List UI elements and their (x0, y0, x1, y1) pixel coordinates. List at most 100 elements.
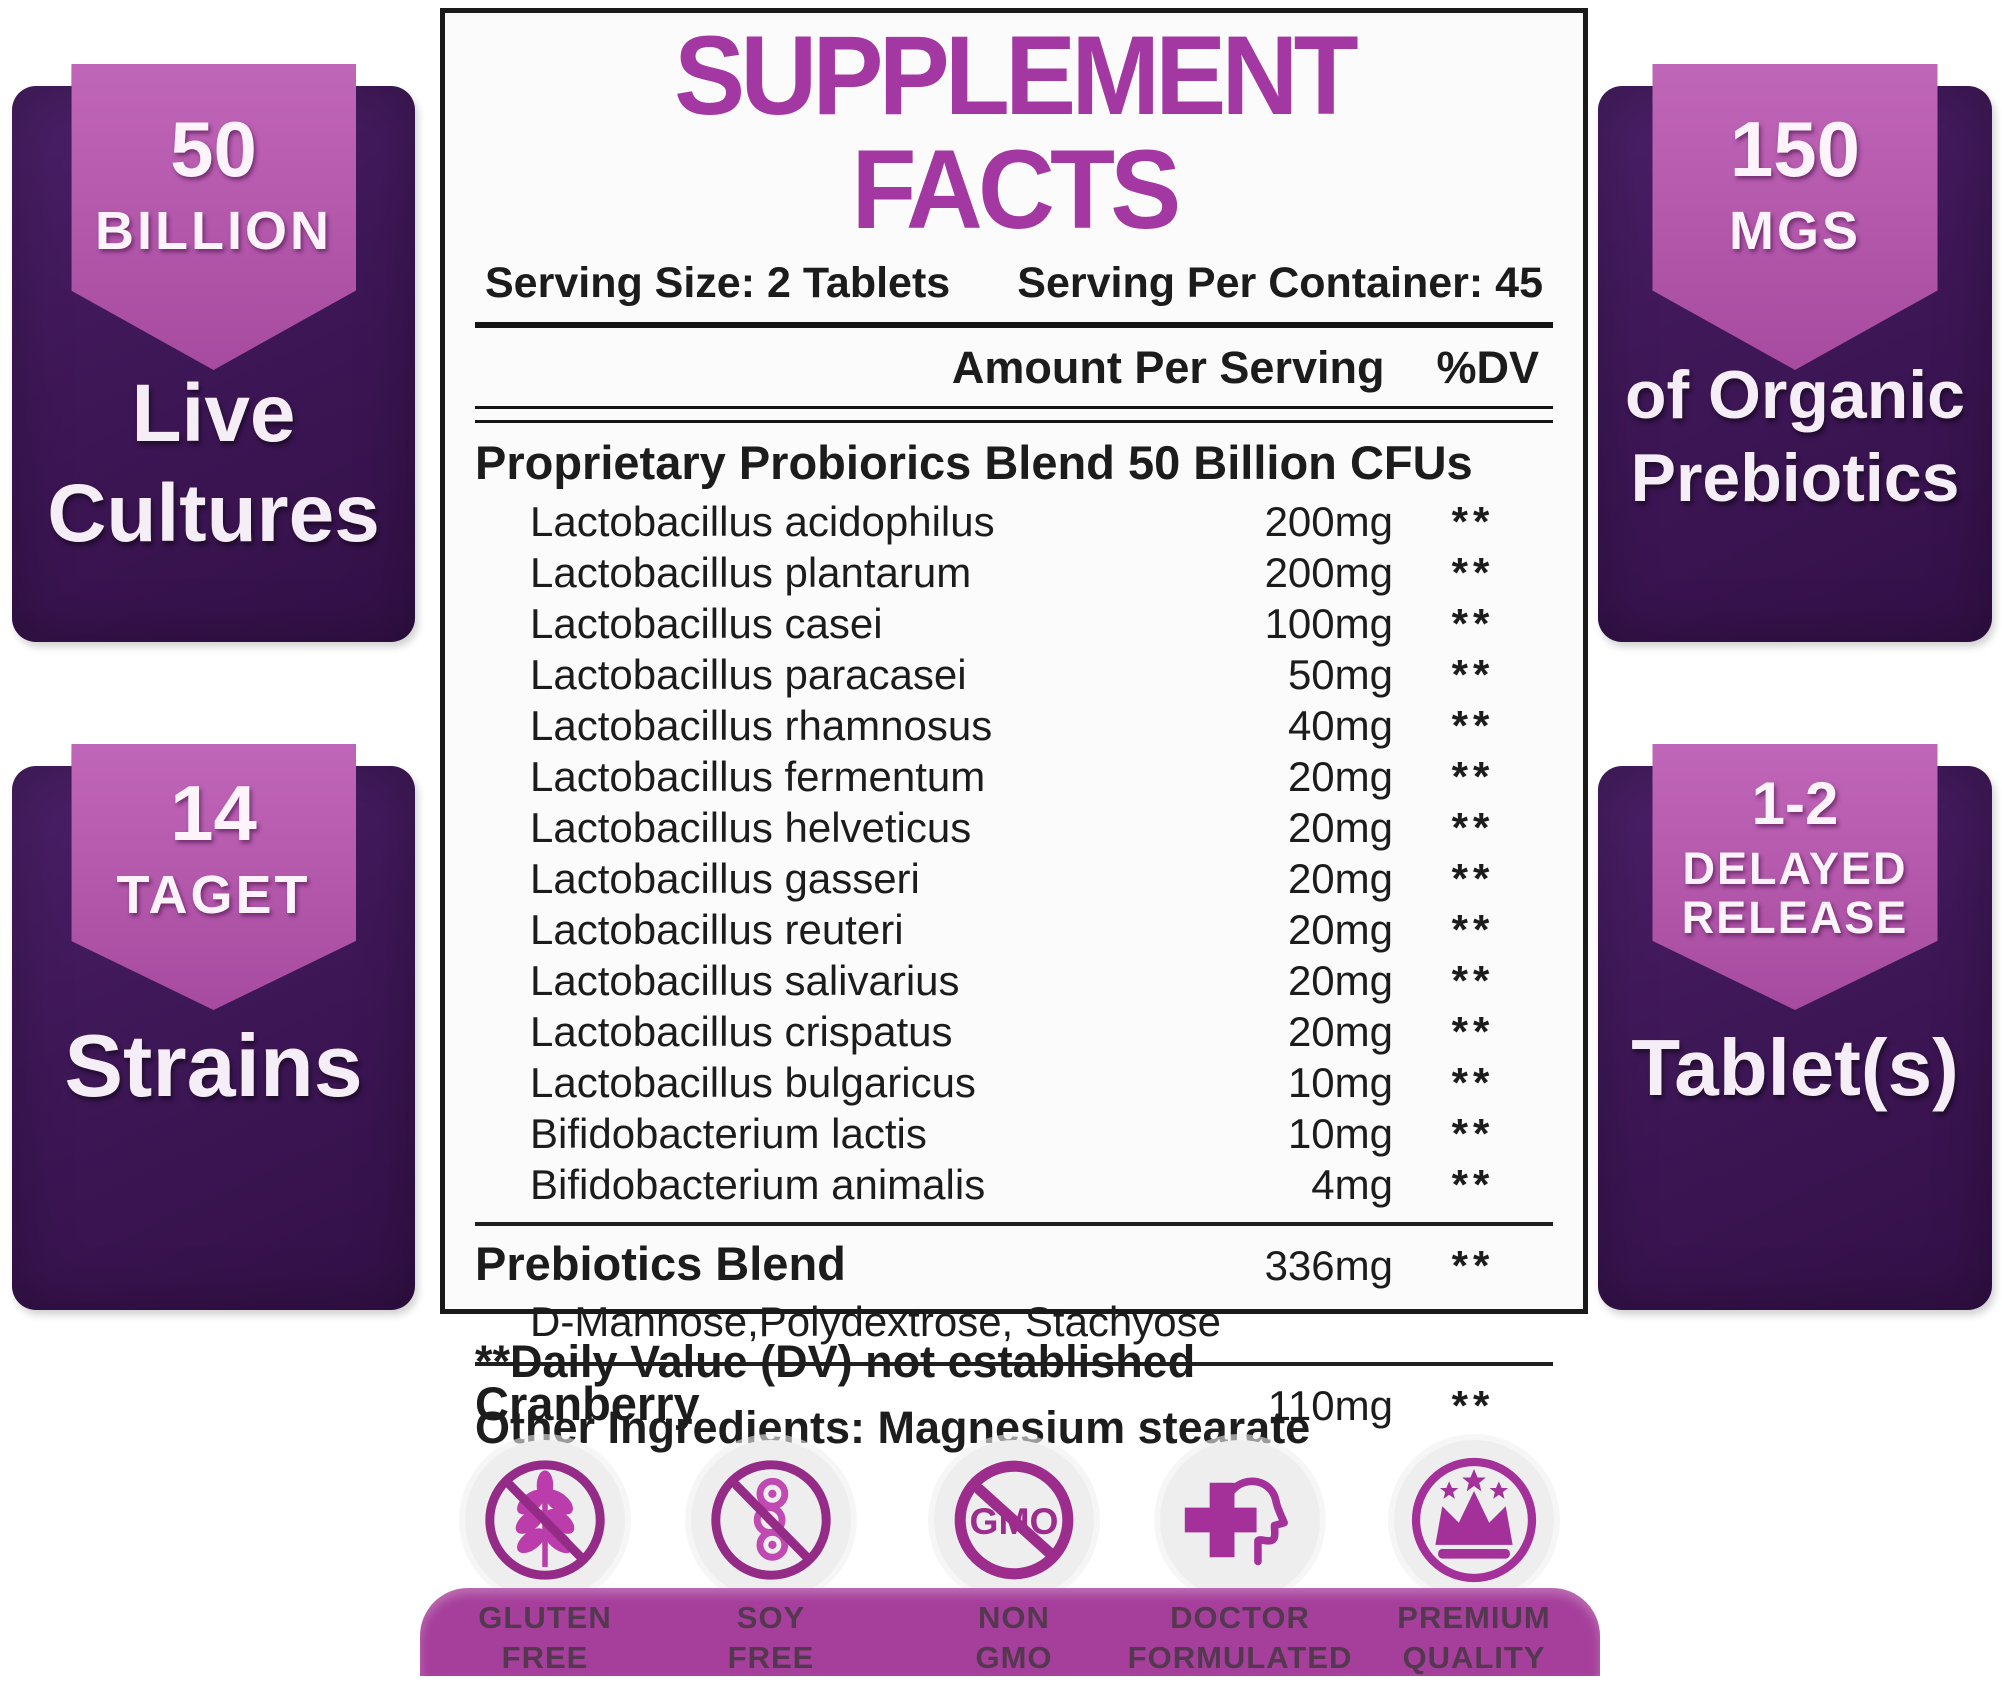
ingredient-dv: ** (1451, 549, 1495, 597)
ingredient-amount: 20mg (1287, 753, 1393, 801)
supplement-facts-panel: SUPPLEMENT FACTS Serving Size: 2 Tablets… (440, 8, 1588, 1430)
ingredient-name: Lactobacillus acidophilus (530, 498, 995, 546)
cranberry-dv: ** (1451, 1382, 1495, 1430)
badge-organic-prebiotics: 150 MGS of Organic Prebiotics (1598, 64, 1992, 642)
badge-ribbon: 150 MGS (1652, 64, 1938, 370)
premium-quality-label: PREMIUM QUALITY (1334, 1598, 1614, 1679)
seal-label-line: DOCTOR (1170, 1600, 1310, 1635)
badge-delayed-release: 1-2 DELAYED RELEASE Tablet(s) (1598, 744, 1992, 1310)
ingredient-name: Lactobacillus crispatus (530, 1008, 953, 1056)
table-row: Lactobacillus crispatus 20mg ** (475, 1008, 1553, 1059)
ingredient-name: Bifidobacterium animalis (530, 1161, 986, 1209)
ingredient-amount: 200mg (1264, 549, 1393, 597)
badge-caption-line: Tablet(s) (1631, 1023, 1959, 1112)
ingredient-name: Lactobacillus casei (530, 600, 883, 648)
ingredient-amount: 50mg (1287, 651, 1393, 699)
badge-live-cultures: 50 BILLION Live Cultures (12, 64, 415, 642)
ribbon-word: DELAYED (1682, 843, 1908, 894)
badge-caption-line: Prebiotics (1630, 439, 1960, 516)
gluten-free-label: GLUTEN FREE (405, 1598, 685, 1679)
ribbon-word: TAGET (116, 865, 311, 925)
non-gmo-label: NON GMO (874, 1598, 1154, 1679)
ingredient-amount: 20mg (1287, 855, 1393, 903)
amount-header-row: Amount Per Serving %DV (475, 342, 1553, 394)
doctor-formulated-label: DOCTOR FORMULATED (1100, 1598, 1380, 1679)
ingredient-list: Lactobacillus acidophilus 200mg ** Lacto… (475, 498, 1553, 1212)
serving-row: Serving Size: 2 Tablets Serving Per Cont… (475, 259, 1553, 308)
seal-label-line: NON (978, 1600, 1050, 1635)
ingredient-amount: 20mg (1287, 906, 1393, 954)
ingredient-dv: ** (1451, 1110, 1495, 1158)
seal-label-line: FREE (727, 1640, 815, 1676)
badge-caption: of Organic Prebiotics (1598, 354, 1992, 520)
ingredient-dv: ** (1451, 600, 1495, 648)
ingredient-amount: 4mg (1311, 1161, 1393, 1209)
ingredient-dv: ** (1451, 1161, 1495, 1209)
prebiotics-dv: ** (1451, 1242, 1495, 1290)
ingredient-name: Lactobacillus salivarius (530, 957, 960, 1005)
soy-free-label: SOY FREE (631, 1598, 911, 1679)
ribbon-number: 14 (170, 769, 257, 857)
divider-thick (475, 322, 1553, 329)
non-gmo-icon: GMO (954, 1460, 1074, 1580)
divider-mid (475, 1222, 1553, 1227)
ingredient-name: Lactobacillus reuteri (530, 906, 904, 954)
badge-caption: Strains (12, 1012, 415, 1119)
badge-caption: Tablet(s) (1598, 1019, 1992, 1117)
cranberry-amount: 110mg (1267, 1382, 1393, 1430)
servings-per-container: Serving Per Container: 45 (1017, 259, 1543, 308)
seal-label-line: GMO (975, 1640, 1053, 1676)
gluten-free-seal (465, 1440, 625, 1600)
ingredient-dv: ** (1451, 906, 1495, 954)
ingredient-amount: 20mg (1287, 957, 1393, 1005)
table-row: Lactobacillus rhamnosus 40mg ** (475, 702, 1553, 753)
table-row: Lactobacillus acidophilus 200mg ** (475, 498, 1553, 549)
seal-label-line: SOY (736, 1600, 806, 1635)
soy-free-icon (711, 1460, 831, 1580)
table-row: Bifidobacterium lactis 10mg ** (475, 1110, 1553, 1161)
bottom-banner (420, 1588, 1600, 1676)
ingredient-dv: ** (1451, 957, 1495, 1005)
premium-quality-seal (1394, 1440, 1554, 1600)
cranberry-row: Cranberry 110mg ** (475, 1376, 1553, 1438)
ribbon-number: 1-2 (1751, 770, 1839, 837)
table-row: Lactobacillus bulgaricus 10mg ** (475, 1059, 1553, 1110)
ingredient-dv: ** (1451, 1059, 1495, 1107)
ingredient-amount: 100mg (1264, 600, 1393, 648)
prebiotics-amount: 336mg (1264, 1242, 1393, 1290)
divider-mid (475, 1362, 1553, 1367)
ingredient-amount: 10mg (1287, 1059, 1393, 1107)
ribbon-word: MGS (1728, 201, 1861, 261)
table-row: Lactobacillus gasseri 20mg ** (475, 855, 1553, 906)
ribbon-word: RELEASE (1681, 892, 1909, 943)
doctor-formulated-seal (1160, 1440, 1320, 1600)
badge-strains: 14 TAGET Strains (12, 744, 415, 1310)
table-row: Lactobacillus helveticus 20mg ** (475, 804, 1553, 855)
divider-double (475, 406, 1553, 424)
ingredient-name: Lactobacillus plantarum (530, 549, 972, 597)
ingredient-name: Lactobacillus bulgaricus (530, 1059, 976, 1107)
badge-caption-line: Strains (64, 1016, 363, 1115)
ingredient-dv: ** (1451, 702, 1495, 750)
ribbon-number: 150 (1729, 105, 1861, 193)
ingredient-dv: ** (1451, 1008, 1495, 1056)
prebiotics-components: D-Mannose,Polydextrose, Stachyose (530, 1298, 1222, 1346)
badge-caption: Live Cultures (12, 364, 415, 564)
dv-footnote: **Daily Value (DV) not established (475, 1336, 1196, 1387)
ingredient-amount: 200mg (1264, 498, 1393, 546)
gluten-free-icon (485, 1460, 605, 1580)
table-row: Lactobacillus paracasei 50mg ** (475, 651, 1553, 702)
table-row: Lactobacillus plantarum 200mg ** (475, 549, 1553, 600)
seal-label-line: FREE (501, 1640, 589, 1676)
badge-caption-line: of Organic (1624, 357, 1966, 433)
seal-label-line: QUALITY (1402, 1640, 1546, 1676)
panel-title: SUPPLEMENT FACTS (674, 13, 1358, 253)
ingredient-name: Lactobacillus helveticus (530, 804, 972, 852)
table-row: Bifidobacterium animalis 4mg ** (475, 1161, 1553, 1212)
seal-label-line: FORMULATED (1127, 1640, 1353, 1676)
seal-label-line: GLUTEN (478, 1600, 612, 1635)
ingredient-name: Lactobacillus gasseri (530, 855, 920, 903)
table-row: Lactobacillus salivarius 20mg ** (475, 957, 1553, 1008)
ingredient-name: Lactobacillus paracasei (530, 651, 967, 699)
